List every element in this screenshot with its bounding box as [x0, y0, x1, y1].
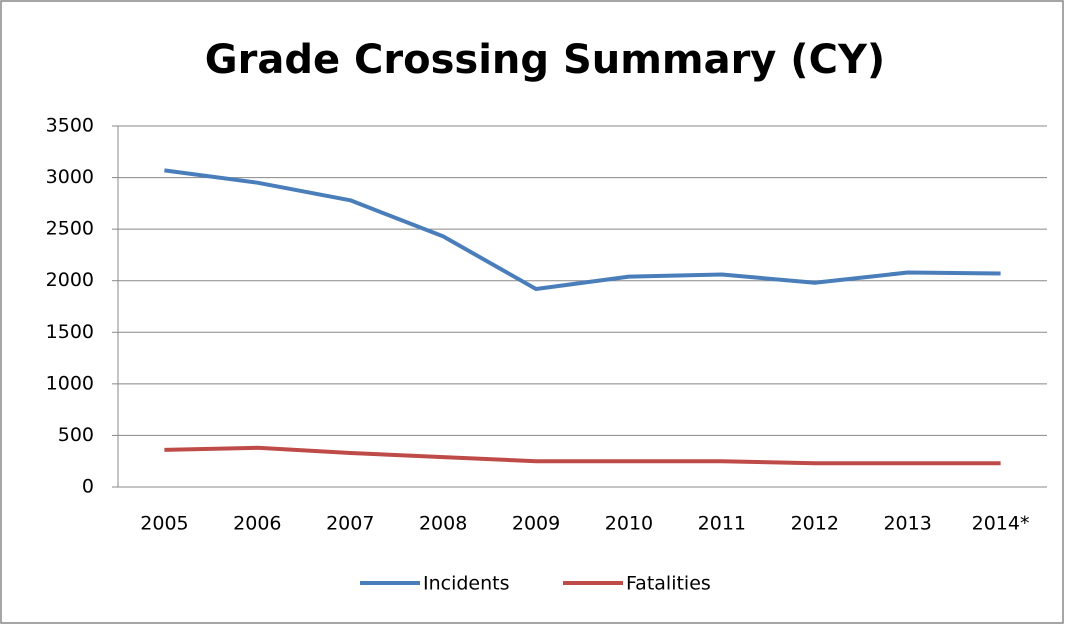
x-tick-label: 2006	[233, 513, 281, 535]
x-tick-label: 2005	[140, 513, 188, 535]
legend-label: Fatalities	[626, 573, 711, 595]
x-tick-label: 2008	[419, 513, 467, 535]
y-tick-label: 0	[82, 476, 94, 498]
x-tick-label: 2007	[326, 513, 374, 535]
y-tick-label: 2500	[46, 218, 94, 240]
y-tick-label: 3500	[46, 115, 94, 137]
x-tick-label: 2014*	[972, 513, 1030, 535]
x-tick-label: 2012	[791, 513, 839, 535]
legend-label: Incidents	[423, 573, 510, 595]
y-tick-label: 2000	[46, 269, 94, 291]
chart-title: Grade Crossing Summary (CY)	[205, 37, 885, 83]
y-tick-label: 3000	[46, 166, 94, 188]
x-tick-label: 2010	[605, 513, 653, 535]
x-tick-label: 2011	[698, 513, 746, 535]
series-line	[164, 168, 1001, 291]
x-tick-label: 2013	[883, 513, 931, 535]
y-tick-label: 1000	[46, 372, 94, 394]
y-tick-label: 1500	[46, 321, 94, 343]
y-tick-label: 500	[58, 424, 94, 446]
series-line	[164, 445, 1001, 466]
x-tick-label: 2009	[512, 513, 560, 535]
